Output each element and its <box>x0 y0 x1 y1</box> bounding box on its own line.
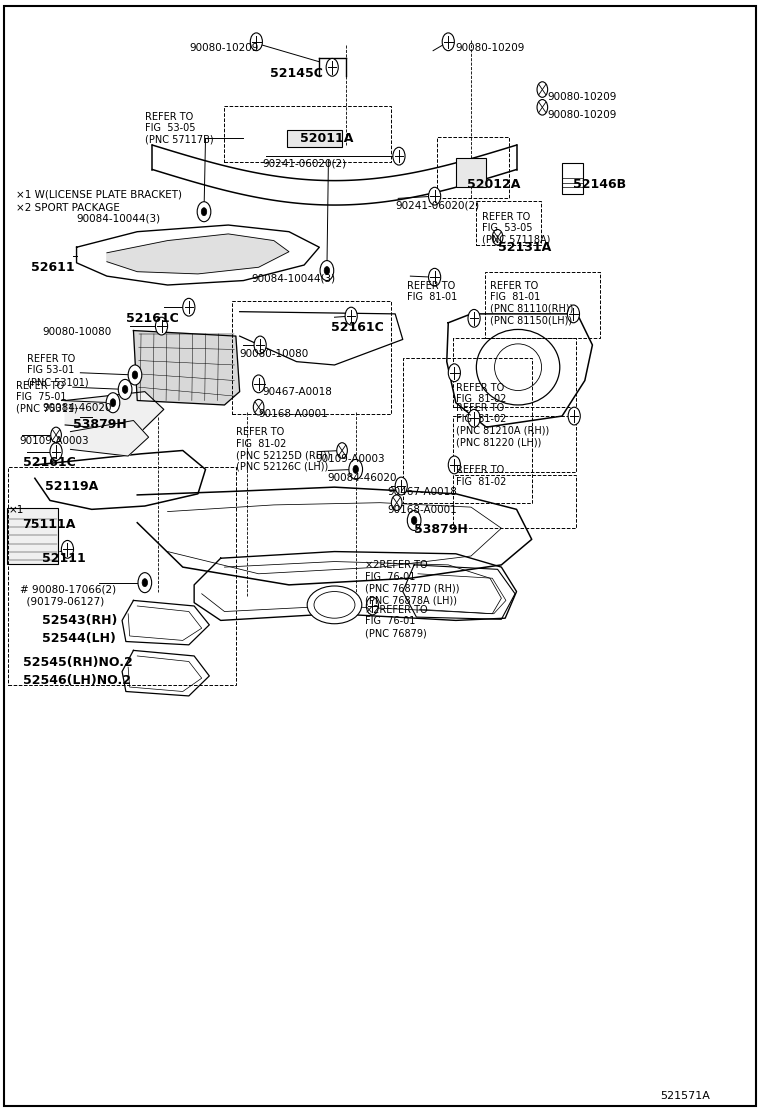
Polygon shape <box>138 487 532 585</box>
Circle shape <box>407 510 421 530</box>
Circle shape <box>568 305 580 322</box>
Bar <box>224 107 391 161</box>
Bar <box>562 162 584 193</box>
Text: REFER TO
FIG  53-05
(PNC 57117B): REFER TO FIG 53-05 (PNC 57117B) <box>145 111 214 145</box>
Text: 52546(LH)NO.2: 52546(LH)NO.2 <box>24 674 131 687</box>
Polygon shape <box>403 565 515 619</box>
Circle shape <box>568 407 581 425</box>
Bar <box>453 338 576 407</box>
Text: REFER TO
FIG  81-02
(PNC 81210A (RH))
(PNC 81220 (LH)): REFER TO FIG 81-02 (PNC 81210A (RH)) (PN… <box>456 403 549 447</box>
Circle shape <box>252 375 264 393</box>
Circle shape <box>429 268 441 286</box>
Bar <box>485 271 600 338</box>
Circle shape <box>197 201 211 221</box>
Bar <box>437 137 509 198</box>
Circle shape <box>468 409 480 427</box>
Polygon shape <box>65 391 164 431</box>
Text: 52161C: 52161C <box>24 456 76 469</box>
Text: 52145C: 52145C <box>270 68 323 80</box>
Text: REFER TO
FIG  75-01
(PNC 75311): REFER TO FIG 75-01 (PNC 75311) <box>16 380 78 414</box>
Circle shape <box>429 187 441 205</box>
Text: 75111A: 75111A <box>22 518 75 532</box>
Text: REFER TO
FIG 53-01
(PNC 53101): REFER TO FIG 53-01 (PNC 53101) <box>27 354 89 387</box>
Text: 90084-46020: 90084-46020 <box>43 403 112 413</box>
Text: 52111: 52111 <box>43 552 86 565</box>
Text: 90080-10080: 90080-10080 <box>239 349 309 359</box>
Text: ×1 W(LICENSE PLATE BRACKET): ×1 W(LICENSE PLATE BRACKET) <box>16 189 182 199</box>
Bar <box>7 508 59 564</box>
Circle shape <box>62 540 74 558</box>
Text: 90241-06020(2): 90241-06020(2) <box>395 200 480 210</box>
Bar <box>453 416 576 471</box>
Polygon shape <box>239 311 403 365</box>
Text: 521571A: 521571A <box>660 1091 711 1101</box>
Text: 90109-A0003: 90109-A0003 <box>20 436 89 446</box>
Text: 90080-10080: 90080-10080 <box>43 327 112 337</box>
Circle shape <box>393 147 405 165</box>
Ellipse shape <box>307 586 362 624</box>
Circle shape <box>250 33 262 51</box>
Polygon shape <box>71 420 149 456</box>
Bar <box>453 475 576 528</box>
Circle shape <box>51 427 62 443</box>
Text: 90467-A0018: 90467-A0018 <box>262 387 332 397</box>
Polygon shape <box>447 314 592 427</box>
Polygon shape <box>194 552 517 620</box>
Text: 90168-A0001: 90168-A0001 <box>388 505 458 515</box>
Text: 52544(LH): 52544(LH) <box>43 632 116 645</box>
Text: REFER TO
FIG  81-02
(PNC 52125D (RH))
(PNC 52126C (LH)): REFER TO FIG 81-02 (PNC 52125D (RH)) (PN… <box>236 427 331 471</box>
Bar <box>477 200 541 245</box>
Circle shape <box>320 260 334 280</box>
Text: # 90080-17066(2)
  (90179-06127): # 90080-17066(2) (90179-06127) <box>20 585 116 606</box>
Circle shape <box>448 364 461 381</box>
Text: REFER TO
FIG  81-02: REFER TO FIG 81-02 <box>456 383 506 405</box>
Text: 52543(RH): 52543(RH) <box>43 614 118 627</box>
Text: ×2REFER TO
FIG  76-01
(PNC 76877D (RH))
(PNC 76878A (LH)): ×2REFER TO FIG 76-01 (PNC 76877D (RH)) (… <box>365 560 459 605</box>
Text: 90080-10209: 90080-10209 <box>189 43 258 53</box>
Circle shape <box>537 100 548 115</box>
Circle shape <box>326 59 338 77</box>
Circle shape <box>442 33 454 51</box>
Text: 52119A: 52119A <box>45 480 98 494</box>
Circle shape <box>353 466 359 474</box>
Text: 52611: 52611 <box>31 260 74 274</box>
Circle shape <box>122 386 128 394</box>
Text: REFER TO
FIG  81-02: REFER TO FIG 81-02 <box>456 465 506 487</box>
Circle shape <box>132 371 138 379</box>
Text: REFER TO
FIG  53-05
(PNC 57118A): REFER TO FIG 53-05 (PNC 57118A) <box>483 211 551 245</box>
Circle shape <box>201 208 207 216</box>
Text: 90467-A0018: 90467-A0018 <box>388 487 458 497</box>
Text: 90168-A0001: 90168-A0001 <box>258 409 328 419</box>
Circle shape <box>337 443 347 458</box>
Bar <box>456 158 486 187</box>
Polygon shape <box>122 651 209 696</box>
Circle shape <box>142 578 147 587</box>
Circle shape <box>366 597 378 615</box>
Circle shape <box>492 229 503 245</box>
Text: 53879H: 53879H <box>73 418 126 431</box>
Circle shape <box>395 477 407 495</box>
Circle shape <box>254 336 266 354</box>
Text: 90084-10044(3): 90084-10044(3) <box>251 274 335 284</box>
Circle shape <box>349 459 363 479</box>
Circle shape <box>411 516 417 525</box>
Polygon shape <box>107 234 289 274</box>
Text: 52146B: 52146B <box>574 178 626 191</box>
Circle shape <box>345 307 357 325</box>
Circle shape <box>50 443 62 460</box>
Circle shape <box>110 399 116 407</box>
Text: 90080-10209: 90080-10209 <box>547 92 616 102</box>
Polygon shape <box>77 225 319 285</box>
Bar <box>232 300 391 414</box>
Text: 90084-10044(3): 90084-10044(3) <box>77 214 160 224</box>
Text: 52161C: 52161C <box>126 311 179 325</box>
Bar <box>403 358 532 503</box>
Text: 53879H: 53879H <box>414 523 468 536</box>
Text: 90080-10209: 90080-10209 <box>547 110 616 119</box>
Text: 90109-A0003: 90109-A0003 <box>315 454 385 464</box>
Text: 52131A: 52131A <box>498 240 551 254</box>
Text: 52011A: 52011A <box>300 131 353 145</box>
Text: 90084-46020: 90084-46020 <box>327 473 397 483</box>
Polygon shape <box>35 450 205 509</box>
Bar <box>287 129 342 147</box>
